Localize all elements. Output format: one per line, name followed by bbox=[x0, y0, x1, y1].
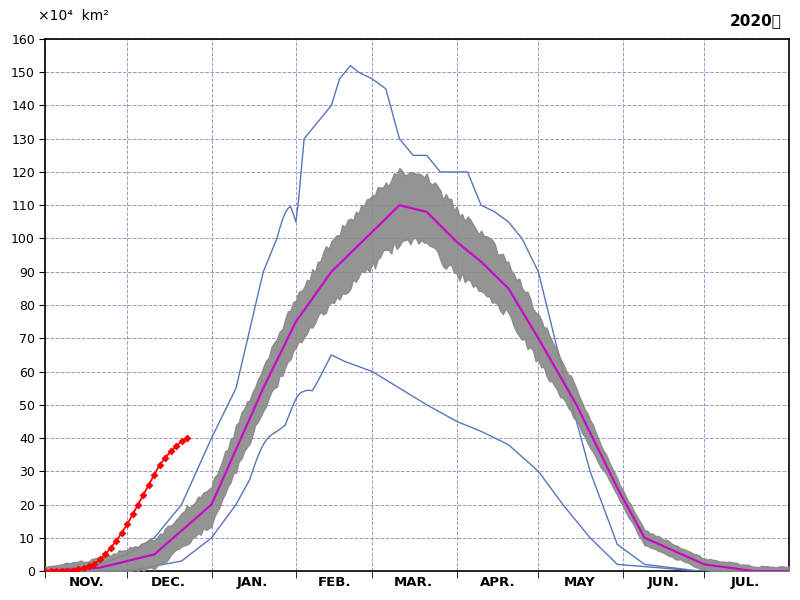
Point bbox=[104, 543, 117, 553]
Text: ×10⁴  km²: ×10⁴ km² bbox=[38, 9, 109, 23]
Point bbox=[50, 566, 62, 576]
Point bbox=[72, 565, 85, 574]
Point bbox=[88, 560, 101, 569]
Point bbox=[82, 561, 95, 571]
Point bbox=[131, 500, 144, 509]
Point bbox=[45, 566, 58, 576]
Point bbox=[154, 460, 166, 469]
Point bbox=[115, 528, 128, 538]
Point bbox=[55, 566, 68, 576]
Point bbox=[61, 566, 74, 576]
Point bbox=[170, 442, 182, 451]
Point bbox=[142, 480, 155, 490]
Point bbox=[181, 433, 194, 443]
Text: 2020年: 2020年 bbox=[730, 13, 782, 28]
Point bbox=[164, 446, 177, 456]
Point bbox=[175, 437, 188, 446]
Point bbox=[77, 563, 90, 572]
Point bbox=[126, 509, 139, 519]
Point bbox=[66, 566, 79, 576]
Point bbox=[39, 566, 52, 576]
Point bbox=[94, 554, 106, 564]
Point bbox=[121, 520, 134, 529]
Point bbox=[99, 550, 112, 559]
Point bbox=[148, 470, 161, 479]
Point bbox=[137, 490, 150, 499]
Point bbox=[159, 453, 172, 463]
Point bbox=[110, 536, 122, 546]
